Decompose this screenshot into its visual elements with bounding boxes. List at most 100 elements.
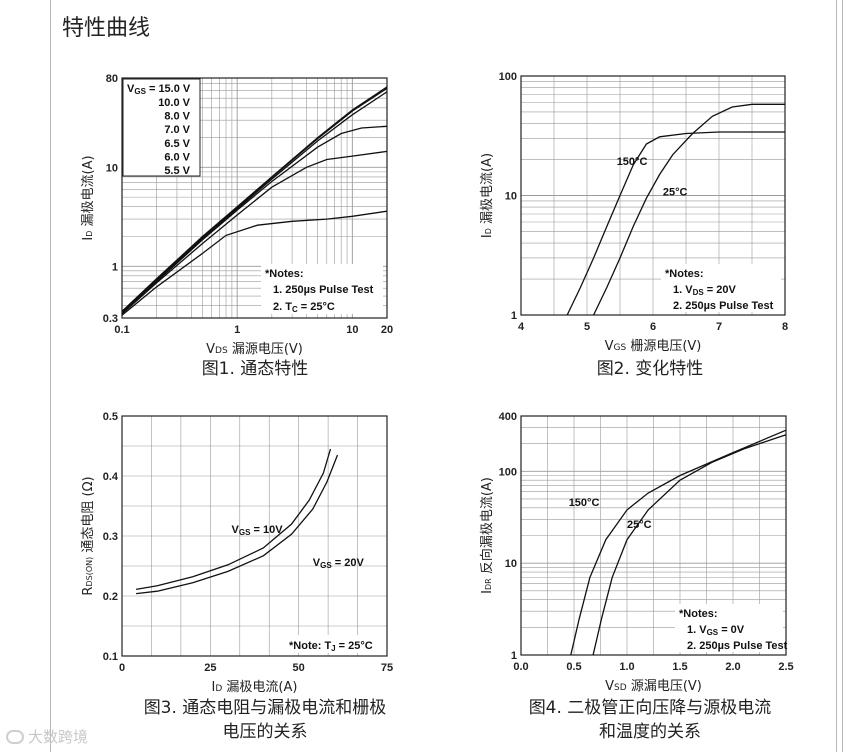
fig2-plot-frame bbox=[520, 75, 786, 316]
fig2-caption: 图2. 变化特性 bbox=[596, 359, 704, 379]
fig1-x-axis-label: VDS 漏源电压(V) bbox=[206, 341, 303, 357]
fig3-x-axis-label: ID 漏极电流(A) bbox=[212, 679, 298, 695]
fig2-series-1 bbox=[593, 103, 785, 316]
fig4-y-tick-label: 100 bbox=[499, 466, 517, 478]
fig2-y-tick-label: 10 bbox=[505, 191, 517, 203]
page-title: 特性曲线 bbox=[62, 16, 151, 41]
fig4-plot-frame bbox=[520, 415, 787, 656]
fig1-legend-item: 6.5 V bbox=[164, 138, 190, 150]
fig1-notes-heading: *Notes: bbox=[265, 268, 304, 280]
fig4-chart: 0.0 0.5 1.0 1.5 2.0 2.5 1 10 100 400 VSD 源漏电压(V) ID… bbox=[479, 411, 794, 694]
fig4-series-1 bbox=[592, 434, 787, 656]
fig2-notes-line2: 2. 250µs Pulse Test bbox=[673, 300, 774, 312]
fig1-x-tick-label: 0.1 bbox=[114, 324, 129, 336]
fig2-x-tick-label: 7 bbox=[716, 321, 722, 333]
frame-right-inner bbox=[842, 0, 843, 752]
fig1-legend-item: 8.0 V bbox=[164, 111, 190, 123]
fig4-y-tick-label: 1 bbox=[511, 650, 517, 662]
fig4-y-tick-label: 400 bbox=[499, 411, 517, 423]
fig4-x-axis-label: VSD 源漏电压(V) bbox=[605, 678, 702, 694]
fig1-legend-title: VGS = 15.0 V bbox=[127, 83, 191, 96]
fig2-notes-line1: 1. VDS = 20V bbox=[673, 284, 736, 297]
fig3-y-axis-label: RDS(ON) 通态电阻 (Ω) bbox=[81, 476, 96, 595]
fig1-y-tick-label: 0.3 bbox=[103, 313, 118, 325]
fig3-x-tick-label: 25 bbox=[204, 662, 216, 674]
fig3-note-text: *Note: TJ = 25°C bbox=[289, 640, 373, 653]
fig2-annotation-0: 150°C bbox=[617, 156, 648, 168]
fig2-notes-heading: *Notes: bbox=[665, 268, 704, 280]
fig2-x-axis-label: VGS 栅源电压(V) bbox=[605, 339, 702, 354]
fig4-notes-bg bbox=[675, 604, 783, 652]
fig1-legend-item: 5.5 V bbox=[164, 165, 190, 177]
fig3-y-tick-label: 0.1 bbox=[103, 651, 118, 663]
fig3-caption-line2: 电压的关系 bbox=[222, 722, 308, 742]
fig2-x-tick-label: 8 bbox=[782, 321, 788, 333]
fig4-y-tick-label: 10 bbox=[505, 558, 517, 570]
fig3-note-bg bbox=[285, 635, 383, 653]
fig2-annotation-1: 25°C bbox=[663, 187, 688, 199]
fig1-x-tick-label: 20 bbox=[381, 324, 393, 336]
fig3-x-tick-label: 0 bbox=[119, 662, 125, 674]
fig1-caption: 图1. 通态特性 bbox=[201, 359, 309, 379]
fig1-notes-line1: 1. 250µs Pulse Test bbox=[273, 284, 374, 296]
fig4-x-tick-label: 0.0 bbox=[513, 661, 528, 673]
fig2-notes: *Notes: 1. VDS = 20V 2. 250µs Pulse Test bbox=[661, 264, 781, 312]
fig2-y-tick-label: 100 bbox=[499, 71, 517, 83]
fig4-x-tick-label: 0.5 bbox=[566, 661, 581, 673]
fig4-x-tick-label: 2.5 bbox=[778, 661, 793, 673]
fig4-y-axis-label: IDR 反向漏极电流(A) bbox=[479, 477, 495, 594]
fig2-x-tick-label: 5 bbox=[584, 321, 590, 333]
frame-left bbox=[50, 0, 51, 752]
fig4-notes-line1: 1. VGS = 0V bbox=[687, 624, 745, 637]
fig1-legend-item: 6.0 V bbox=[164, 151, 190, 163]
fig2-x-tick-label: 6 bbox=[650, 321, 656, 333]
fig4-x-tick-label: 1.0 bbox=[619, 661, 634, 673]
frame-right bbox=[836, 0, 837, 752]
fig2-x-tick-label: 4 bbox=[518, 321, 525, 333]
fig1-legend-item: 10.0 V bbox=[158, 97, 190, 109]
fig1-y-axis-label: ID 漏极电流(A) bbox=[80, 155, 96, 240]
fig3-x-tick-label: 75 bbox=[381, 662, 393, 674]
fig1-legend: VGS = 15.0 V10.0 V 8.0 V7.0 V 6.5 V6.0 V 5.… bbox=[122, 78, 201, 177]
fig3-grid bbox=[122, 416, 387, 656]
fig4-caption-line1: 图4. 二极管正向压降与源极电流 bbox=[528, 698, 772, 718]
fig3-y-tick-label: 0.4 bbox=[103, 471, 119, 483]
fig3-caption-line1: 图3. 通态电阻与漏极电流和栅极 bbox=[143, 698, 387, 718]
fig1-series-3 bbox=[121, 125, 388, 314]
fig4-x-tick-label: 1.5 bbox=[672, 661, 687, 673]
fig3-note: *Note: TJ = 25°C bbox=[285, 635, 383, 653]
fig2-notes-bg bbox=[661, 264, 781, 312]
fig3-chart: 0 25 50 75 0.1 0.2 0.3 0.4 0.5 ID 漏极电流(A) RDS(ON) … bbox=[81, 411, 393, 695]
fig4-annotation-1: 25°C bbox=[627, 519, 652, 531]
watermark-logo-icon bbox=[6, 729, 24, 744]
fig1-plot-frame bbox=[121, 77, 388, 319]
fig1-notes: *Notes: 1. 250µs Pulse Test 2. TC = 25°C bbox=[261, 264, 383, 314]
fig4-notes-heading: *Notes: bbox=[679, 608, 718, 620]
fig3-plot-frame bbox=[121, 415, 388, 657]
fig4-x-tick-label: 2.0 bbox=[725, 661, 740, 673]
fig1-y-tick-label: 10 bbox=[106, 162, 118, 174]
fig2-y-tick-label: 1 bbox=[511, 310, 517, 322]
fig1-notes-line2: 2. TC = 25°C bbox=[273, 301, 335, 314]
watermark-text: 大数跨境 bbox=[28, 728, 89, 746]
fig3-annotation-1: VGS = 20V bbox=[313, 557, 365, 570]
fig2-series-0 bbox=[566, 131, 785, 316]
fig1-legend-box bbox=[122, 78, 201, 177]
fig3-y-tick-label: 0.2 bbox=[103, 591, 118, 603]
fig1-series-2 bbox=[121, 91, 388, 314]
fig4-notes: *Notes: 1. VGS = 0V 2. 250µs Pulse Test bbox=[675, 604, 788, 652]
fig3-y-tick-label: 0.3 bbox=[103, 531, 118, 543]
fig1-series-1 bbox=[121, 87, 388, 312]
fig2-y-axis-label: ID 漏极电流(A) bbox=[479, 153, 495, 238]
fig1-series-4 bbox=[121, 150, 388, 315]
fig3-annotation-0: VGS = 10V bbox=[232, 524, 284, 537]
fig1-legend-item: 7.0 V bbox=[164, 124, 190, 136]
fig3-series-1 bbox=[136, 454, 339, 595]
fig1-series-5 bbox=[121, 210, 388, 316]
fig3-y-tick-label: 0.5 bbox=[103, 411, 118, 423]
fig1-x-tick-label: 1 bbox=[234, 324, 240, 336]
fig1-x-tick-label: 10 bbox=[346, 324, 358, 336]
fig1-notes-bg bbox=[261, 264, 383, 314]
fig4-grid bbox=[521, 416, 786, 655]
